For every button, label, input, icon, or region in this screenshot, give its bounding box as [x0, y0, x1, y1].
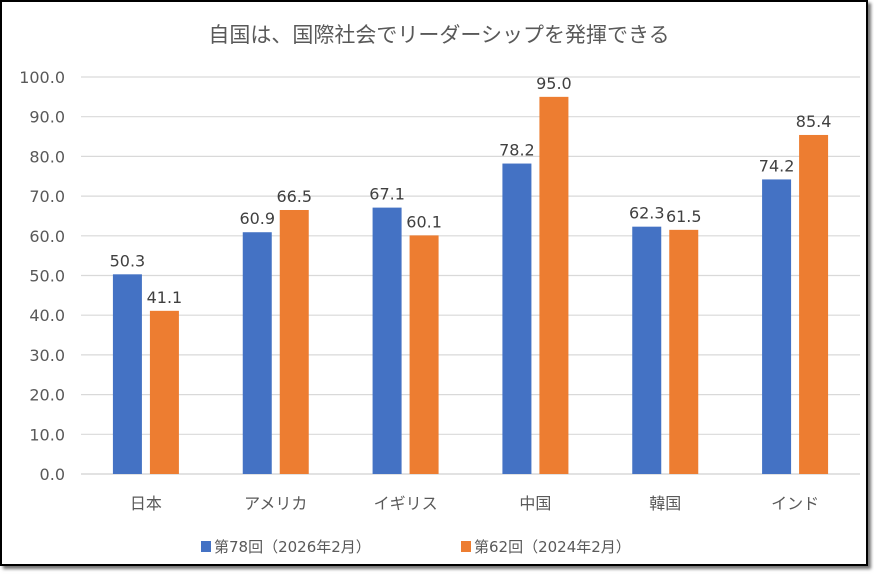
data-label: 60.1: [406, 212, 442, 231]
bar-series2: [799, 134, 829, 474]
data-label: 60.9: [239, 209, 275, 228]
data-label: 62.3: [629, 204, 665, 223]
y-tick-label: 40.0: [29, 306, 65, 325]
chart-frame: 自国は、国際社会でリーダーシップを発揮できる 0.0 10.0 20.0 30.0 40…: [0, 0, 868, 566]
y-tick-label: 50.0: [29, 267, 65, 286]
x-tick-label: インド: [771, 494, 819, 513]
x-axis: 日本 アメリカ イギリス 中国 韓国 インド: [130, 494, 819, 513]
x-tick-label: 中国: [519, 494, 551, 513]
y-tick-label: 90.0: [29, 108, 65, 127]
data-label: 41.1: [147, 288, 183, 307]
bar-series1: [372, 207, 402, 474]
y-tick-label: 10.0: [29, 425, 65, 444]
legend-swatch: [461, 541, 471, 552]
bars: [112, 96, 829, 474]
bar-series1: [762, 179, 792, 474]
y-tick-label: 70.0: [29, 187, 65, 206]
y-tick-label: 20.0: [29, 386, 65, 405]
bar-series2: [149, 310, 179, 474]
data-label: 66.5: [276, 187, 312, 206]
x-tick-label: アメリカ: [244, 494, 307, 513]
y-axis: 0.0 10.0 20.0 30.0 40.0 50.0 60.0 70.0 80.0 90.0 1…: [19, 68, 65, 484]
bar-series1: [502, 163, 532, 474]
data-label: 78.2: [499, 141, 535, 160]
x-tick-label: 日本: [130, 494, 162, 513]
y-tick-label: 30.0: [29, 346, 65, 365]
chart-title: 自国は、国際社会でリーダーシップを発揮できる: [208, 23, 669, 47]
bar-series2: [279, 209, 309, 474]
y-tick-label: 0.0: [40, 465, 65, 484]
y-tick-label: 100.0: [19, 68, 65, 87]
gridlines: [81, 76, 860, 475]
data-label: 85.4: [796, 112, 832, 131]
legend-swatch: [201, 541, 211, 552]
data-label: 74.2: [759, 156, 795, 175]
bar-series2: [539, 96, 569, 474]
data-label: 67.1: [369, 185, 405, 204]
bar-series1: [112, 274, 142, 474]
legend: 第78回（2026年2月） 第62回（2024年2月）: [201, 538, 631, 556]
x-tick-label: イギリス: [374, 494, 438, 513]
data-label: 50.3: [110, 251, 146, 270]
data-labels: 50.341.1 60.966.5 67.160.1 78.2 95.0 62.3 61.5…: [110, 74, 832, 307]
legend-label: 第78回（2026年2月）: [214, 538, 371, 556]
x-tick-label: 韓国: [649, 494, 681, 513]
bar-series2: [409, 235, 439, 474]
data-label: 95.0: [536, 74, 572, 93]
data-label: 61.5: [666, 207, 702, 226]
bar-series2: [669, 229, 699, 474]
y-tick-label: 60.0: [29, 227, 65, 246]
bar-series1: [242, 232, 272, 474]
bar-series1: [632, 226, 662, 474]
y-tick-label: 80.0: [29, 147, 65, 166]
legend-label: 第62回（2024年2月）: [474, 538, 631, 556]
